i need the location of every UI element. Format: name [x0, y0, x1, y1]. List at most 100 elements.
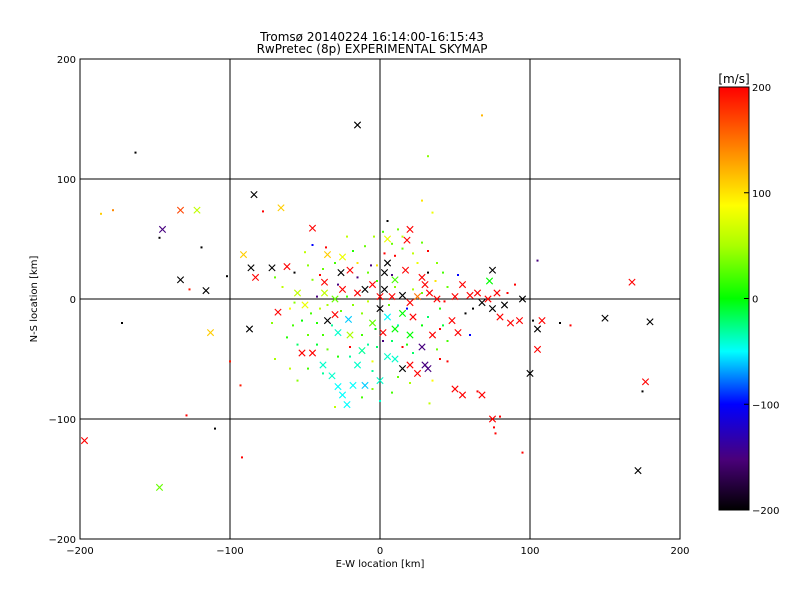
data-point-dot [397, 376, 399, 378]
data-point-dot [100, 212, 102, 215]
data-point-dot [464, 312, 467, 315]
data-point-dot [352, 250, 354, 252]
data-point-x [383, 353, 392, 361]
data-point-dot [416, 262, 419, 264]
data-point-x [331, 295, 339, 303]
data-point-dot [469, 334, 471, 336]
data-point-dot [371, 360, 374, 363]
data-point-dot [319, 274, 321, 276]
data-point-x [193, 206, 201, 214]
data-point-x [398, 365, 407, 373]
data-point-x [634, 467, 642, 475]
data-point-x [418, 343, 426, 351]
data-point-dot [559, 322, 561, 324]
data-point-x [338, 391, 347, 399]
data-point-x [448, 317, 456, 325]
y-tick-label: −100 [49, 415, 76, 426]
colorbar-label: [m/s] [718, 72, 749, 86]
y-tick-label: 0 [70, 295, 76, 306]
data-point-x [391, 276, 399, 284]
data-point-dot [226, 275, 228, 278]
data-point-dot [134, 151, 137, 154]
data-point-x [301, 301, 309, 309]
data-point-dot [367, 343, 369, 346]
data-point-dot [521, 451, 524, 454]
data-point-dot [346, 295, 348, 298]
x-tick-label: 0 [377, 546, 383, 557]
data-point-dot [409, 382, 411, 384]
data-point-x [413, 293, 422, 301]
data-point-x [337, 269, 345, 277]
data-point-dot [388, 304, 390, 306]
data-point-x [346, 331, 354, 339]
data-point-x [206, 329, 215, 337]
data-point-dot [427, 271, 429, 274]
data-point-dot [427, 316, 429, 318]
data-point-dot [493, 426, 495, 429]
data-point-dot [439, 307, 441, 310]
data-point-dot [397, 228, 399, 231]
data-point-x [202, 287, 210, 295]
data-point-dot [421, 241, 423, 244]
data-point-dot [386, 220, 389, 222]
data-point-x [349, 381, 357, 389]
data-point-dot [514, 283, 516, 286]
data-point-x [406, 361, 414, 369]
data-point-dot [286, 336, 288, 339]
data-point-dot [494, 432, 497, 435]
y-tick-label: −200 [49, 535, 76, 546]
data-point-dot [316, 322, 318, 324]
x-tick-label: −200 [66, 546, 93, 557]
data-point-dot [427, 155, 429, 158]
data-point-x [418, 273, 426, 281]
data-point-dot [289, 307, 291, 310]
data-point-x [331, 311, 339, 319]
data-point-dot [307, 367, 309, 370]
data-point-dot [391, 242, 393, 245]
data-point-dot [331, 324, 333, 327]
data-point-dot [311, 278, 314, 281]
data-point-dot [532, 319, 534, 322]
data-point-x [283, 263, 291, 271]
data-point-dot [442, 271, 444, 274]
data-point-x [353, 289, 362, 297]
data-point-dot [373, 235, 375, 238]
data-point-dot [229, 360, 231, 363]
data-point-dot [370, 264, 372, 267]
data-point-dot [371, 388, 374, 390]
data-point-dot [481, 114, 483, 117]
data-point-x [398, 309, 407, 317]
data-point-dot [322, 268, 324, 270]
data-point-x [496, 313, 504, 321]
data-point-x [403, 236, 411, 244]
data-point-x [158, 225, 167, 233]
data-point-x [409, 313, 417, 321]
data-point-x [451, 293, 459, 301]
data-point-x [361, 381, 369, 389]
data-point-x [323, 251, 332, 259]
data-point-x [458, 281, 467, 289]
data-point-x [484, 295, 492, 303]
data-point-dot [376, 264, 378, 267]
data-point-x [500, 301, 509, 309]
data-point-x [334, 383, 342, 391]
data-point-dot [346, 235, 348, 238]
colorbar-tick-label: 0 [752, 295, 758, 306]
data-point-x [421, 281, 429, 289]
data-point-dot [293, 271, 296, 274]
data-point-dot [436, 262, 438, 264]
colorbar-tick-label: −200 [752, 506, 779, 517]
y-tick-label: 200 [57, 55, 76, 66]
data-point-dot [316, 343, 318, 346]
data-point-dot [401, 247, 404, 250]
data-point-dot [322, 372, 324, 375]
data-point-dot [442, 324, 444, 327]
data-point-x [406, 331, 414, 339]
data-point-x [155, 483, 164, 491]
data-point-x [268, 264, 276, 272]
data-point-dot [356, 262, 359, 264]
data-point-dot [499, 415, 501, 418]
data-point-x [250, 191, 258, 199]
data-point-x [293, 289, 302, 297]
data-point-x [424, 365, 432, 373]
